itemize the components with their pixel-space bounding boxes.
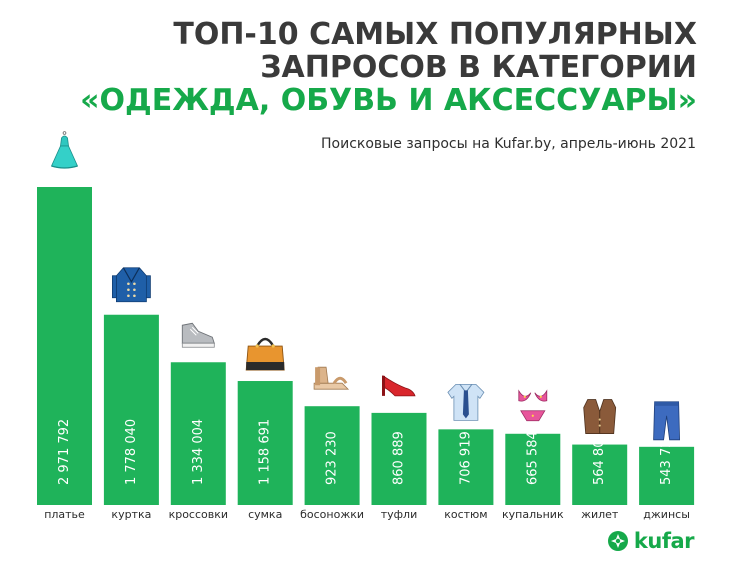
bar-9 bbox=[572, 444, 628, 505]
category-label: сумка bbox=[248, 508, 282, 521]
category-label: жилет bbox=[581, 508, 619, 521]
high-heel-icon bbox=[382, 375, 416, 397]
category-label: туфли bbox=[381, 508, 418, 521]
bar-value-label: 2 971 792 bbox=[57, 419, 72, 485]
bar-6 bbox=[371, 412, 427, 505]
title-line-category: «ОДЕЖДА, ОБУВЬ И АКСЕССУАРЫ» bbox=[80, 83, 697, 118]
bikini-icon bbox=[518, 389, 548, 422]
category-label: купальник bbox=[502, 508, 564, 521]
bar-value-label: 923 230 bbox=[325, 431, 340, 485]
category-label: джинсы bbox=[643, 508, 690, 521]
category-label: костюм bbox=[444, 508, 487, 521]
category-label: куртка bbox=[111, 508, 151, 521]
bar-4 bbox=[237, 381, 293, 505]
coat-icon bbox=[111, 267, 151, 303]
sandal-icon bbox=[313, 366, 350, 390]
kufar-logo-icon bbox=[607, 531, 628, 551]
jeans-icon bbox=[653, 401, 681, 441]
bar-value-label: 706 919 bbox=[458, 431, 473, 485]
chart-subtitle: Поисковые запросы на Kufar.by, апрель-ию… bbox=[321, 136, 696, 152]
brand-name: kufar bbox=[633, 529, 695, 553]
sneaker-icon bbox=[181, 322, 215, 348]
bar-value-label: 564 806 bbox=[592, 431, 607, 485]
bar-value-label: 860 889 bbox=[392, 431, 407, 485]
bar-10 bbox=[639, 446, 695, 505]
title-line: ЗАПРОСОВ В КАТЕГОРИИ bbox=[260, 50, 697, 85]
title-line: ТОП-10 САМЫХ ПОПУЛЯРНЫХ bbox=[173, 17, 697, 52]
bar-2 bbox=[103, 314, 159, 505]
dress-icon bbox=[50, 131, 79, 169]
chart-title: ТОП-10 САМЫХ ПОПУЛЯРНЫХ ЗАПРОСОВ В КАТЕГ… bbox=[80, 18, 697, 117]
bar-1 bbox=[37, 187, 92, 505]
shirt-tie-icon bbox=[447, 383, 485, 421]
category-label: платье bbox=[44, 508, 85, 521]
brand-logo: kufar bbox=[607, 529, 695, 553]
bar-value-label: 543 720 bbox=[659, 431, 674, 485]
category-label: кроссовки bbox=[169, 508, 228, 521]
bar-value-label: 1 778 040 bbox=[124, 419, 139, 485]
bar-5 bbox=[304, 406, 360, 505]
bar-value-label: 1 158 691 bbox=[258, 419, 273, 485]
category-label: босоножки bbox=[300, 508, 364, 521]
handbag-icon bbox=[245, 337, 285, 371]
bar-7 bbox=[438, 429, 494, 505]
bar-8 bbox=[505, 433, 561, 505]
bar-value-label: 665 584 bbox=[525, 431, 540, 485]
vest-icon bbox=[583, 399, 617, 434]
bar-value-label: 1 334 004 bbox=[191, 419, 206, 485]
bar-3 bbox=[170, 362, 226, 505]
